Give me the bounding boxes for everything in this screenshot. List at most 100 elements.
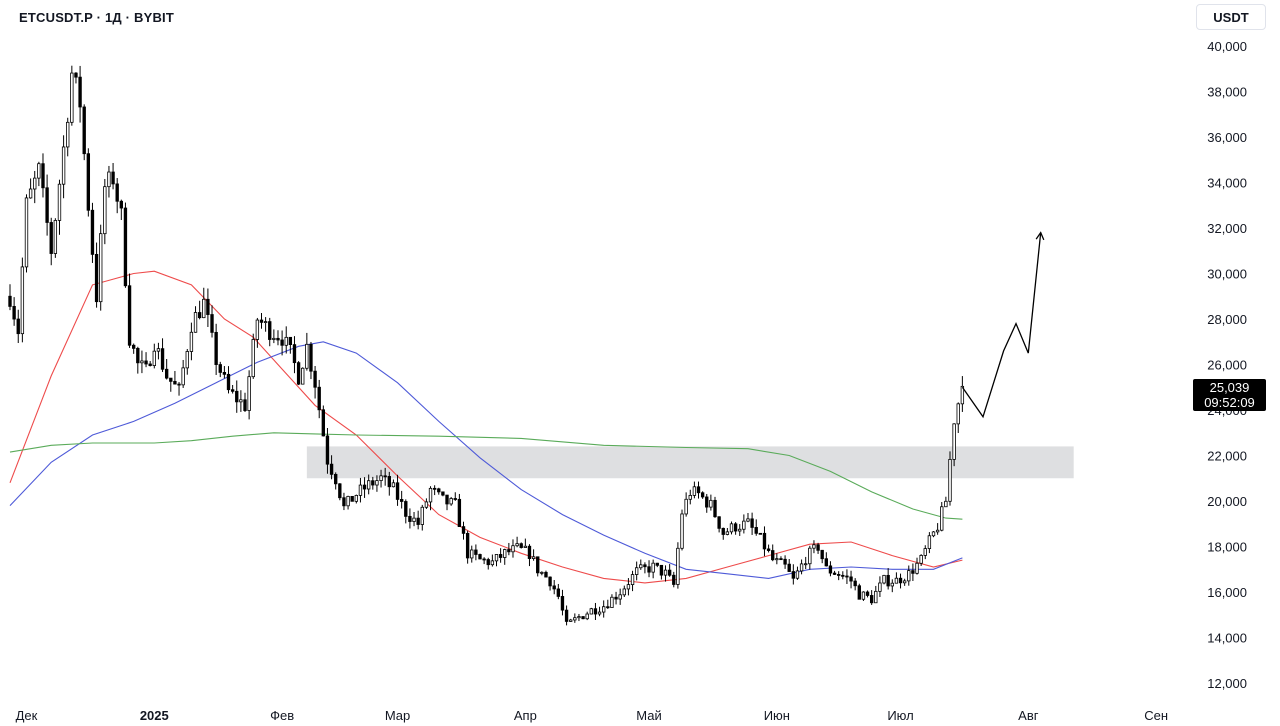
candle-body: [849, 576, 853, 582]
candle-body: [354, 495, 358, 502]
candle-body: [99, 233, 103, 303]
candle-body: [828, 565, 833, 574]
candle-body: [878, 582, 882, 592]
currency-badge[interactable]: USDT: [1196, 4, 1266, 30]
candle-body: [329, 463, 334, 475]
candle-body: [824, 558, 828, 567]
candle-body: [132, 344, 136, 349]
candle-body: [762, 532, 767, 550]
candle-body: [700, 492, 705, 498]
candle-body: [622, 588, 626, 596]
candle-body: [140, 360, 144, 364]
candle-body: [952, 423, 956, 460]
candle-body: [465, 532, 470, 559]
candle-body: [474, 549, 478, 555]
candle-body: [255, 319, 260, 340]
candle-body: [243, 399, 247, 411]
candle-body: [78, 76, 82, 108]
candle-body: [865, 591, 870, 596]
candle-body: [705, 496, 709, 508]
candle-body: [944, 500, 948, 508]
candle-body: [540, 571, 544, 574]
candle-body: [729, 523, 734, 533]
candle-body: [383, 475, 387, 478]
candle-body: [268, 321, 272, 340]
candle-body: [630, 574, 635, 586]
candle-body: [861, 591, 866, 600]
symbol-title[interactable]: ETCUSDT.P · 1Д · BYBIT: [19, 10, 174, 25]
y-tick-label: 28,000: [1207, 312, 1247, 327]
candle-body: [152, 350, 156, 366]
candle-body: [379, 475, 383, 482]
candle-body: [725, 531, 730, 535]
candle-body: [490, 560, 495, 566]
candle-body: [437, 488, 441, 493]
candle-body: [890, 582, 894, 587]
candle-body: [634, 567, 639, 575]
candle-body: [119, 200, 123, 209]
y-tick-label: 38,000: [1207, 85, 1247, 100]
candle-body: [259, 319, 264, 323]
candle-body: [738, 528, 742, 532]
candle-body: [507, 549, 511, 553]
bar-countdown: 09:52:09: [1204, 395, 1255, 410]
y-tick-label: 40,000: [1207, 39, 1247, 54]
y-tick-label: 34,000: [1207, 176, 1247, 191]
candle-body: [251, 339, 255, 378]
candle-body: [441, 491, 445, 496]
candle-body: [832, 572, 837, 575]
candle-body: [956, 403, 960, 425]
candle-body: [395, 482, 400, 500]
candle-body: [626, 584, 631, 590]
moving-average-3: [9, 432, 963, 520]
candle-body: [164, 368, 169, 379]
y-tick-label: 30,000: [1207, 267, 1247, 282]
candle-body: [280, 339, 284, 346]
candle-body: [263, 321, 268, 323]
candle-body: [882, 574, 886, 584]
candle-body: [222, 372, 227, 375]
y-tick-label: 26,000: [1207, 358, 1247, 373]
candle-body: [655, 562, 659, 566]
candle-body: [923, 548, 927, 556]
candle-body: [53, 220, 58, 254]
candle-body: [111, 171, 115, 185]
candle-body: [577, 616, 581, 619]
candle-body: [853, 580, 857, 587]
candle-body: [144, 360, 148, 365]
candle-body: [375, 480, 379, 486]
y-tick-label: 12,000: [1207, 676, 1247, 691]
candle-body: [857, 585, 861, 600]
candle-body: [783, 558, 787, 565]
candle-body: [536, 556, 540, 574]
candle-body: [960, 385, 965, 405]
candle-body: [804, 563, 808, 566]
candle-body: [20, 266, 25, 335]
candle-body: [86, 153, 91, 211]
candle-body: [321, 409, 326, 437]
candle-body: [564, 609, 569, 622]
candle-body: [115, 183, 119, 202]
candle-body: [399, 499, 404, 502]
candle-body: [305, 343, 309, 369]
candle-body: [12, 306, 16, 320]
candle-body: [8, 295, 12, 307]
candle-body: [503, 549, 507, 558]
candle-body: [486, 559, 490, 566]
candle-body: [424, 501, 429, 508]
candle-body: [202, 298, 206, 319]
y-tick-label: 20,000: [1207, 494, 1247, 509]
candle-body: [614, 596, 618, 600]
x-tick-label: Мар: [385, 708, 410, 723]
x-tick-label: 2025: [140, 708, 169, 723]
candle-body: [643, 564, 647, 568]
candle-body: [160, 348, 165, 370]
candle-body: [935, 529, 940, 533]
candle-body: [688, 495, 692, 500]
candle-body: [189, 331, 194, 352]
candle-body: [334, 473, 338, 485]
candle-body: [519, 543, 523, 548]
candle-body: [420, 506, 424, 525]
candle-body: [894, 577, 899, 584]
